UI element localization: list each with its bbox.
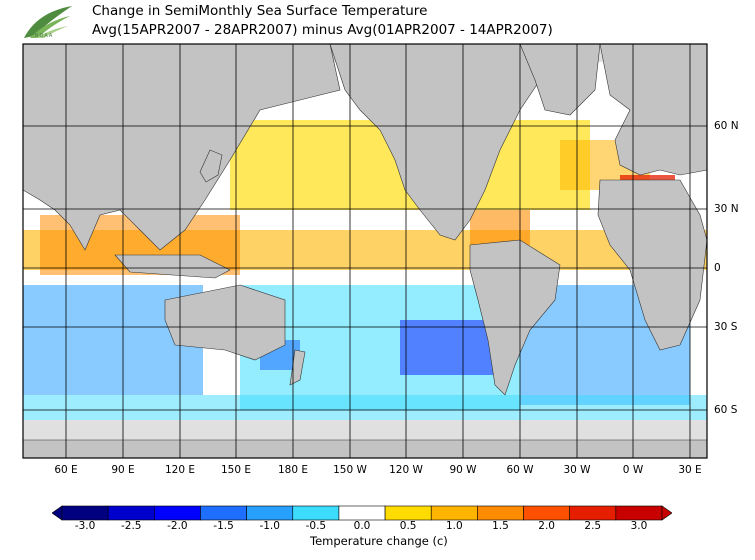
colorbar-tick-label: 3.0 — [630, 520, 648, 532]
colorbar-swatch — [430, 505, 478, 521]
patch-southern-ocean — [23, 395, 707, 420]
new-zealand-land — [289, 349, 306, 386]
colorbar-tick-label: -2.0 — [167, 520, 188, 532]
australia-land — [164, 284, 286, 361]
lon-label-60w: 60 W — [506, 464, 534, 476]
japan-land — [199, 149, 223, 183]
colorbar-swatch — [384, 505, 432, 521]
lon-label-90e: 90 E — [111, 464, 135, 476]
asia-land — [22, 43, 341, 251]
lat-label-30n: 30 N — [714, 203, 739, 215]
colorbar-swatch — [154, 505, 201, 521]
antarctica-land — [22, 439, 708, 459]
leaf-logo-icon — [24, 6, 72, 38]
colorbar-swatch — [477, 505, 524, 521]
lon-label-120e: 120 E — [164, 464, 196, 476]
colorbar-tick-label: 1.0 — [445, 520, 463, 532]
land-masses — [22, 43, 708, 459]
lat-label-60s: 60 S — [714, 404, 738, 416]
colorbar-swatch — [338, 505, 386, 521]
chart-title: Change in SemiMonthly Sea Surface Temper… — [92, 3, 428, 19]
colorbar-tick-label: -2.5 — [120, 520, 142, 532]
colorbar-tick-label: 2.0 — [538, 520, 555, 532]
colorbar-title: Temperature change (c) — [310, 534, 448, 548]
colorbar-tick-label: 2.5 — [584, 520, 602, 532]
colorbar-swatch — [615, 505, 663, 521]
south-america-land — [469, 239, 561, 396]
lon-label-90w: 90 W — [449, 464, 477, 476]
colorbar-swatch — [569, 505, 617, 521]
lat-label-60n: 60 N — [714, 120, 739, 132]
lon-label-0w: 0 W — [622, 464, 644, 476]
lon-label-150e: 150 E — [220, 464, 252, 476]
colorbar — [52, 505, 672, 521]
patch-caribbean — [470, 210, 530, 245]
lat-label-30s: 30 S — [714, 321, 738, 333]
colorbar-swatches — [61, 505, 663, 521]
lon-label-120w: 120 W — [389, 464, 423, 476]
colorbar-swatch — [61, 505, 109, 521]
lon-label-60e: 60 E — [54, 464, 78, 476]
colorbar-tick-label: 0.5 — [399, 520, 417, 532]
colorbar-high-arrow — [661, 505, 672, 521]
logo-caption: NOAA — [34, 33, 54, 39]
sst-map — [22, 43, 708, 459]
colorbar-tick-label: 0.0 — [353, 520, 371, 532]
colorbar-swatch — [523, 505, 570, 521]
north-america-land — [329, 43, 561, 241]
colorbar-tick-label: -3.0 — [74, 520, 96, 532]
colorbar-swatch — [292, 505, 340, 521]
colorbar-tick-label: -1.0 — [259, 520, 280, 532]
lon-label-30w: 30 W — [563, 464, 591, 476]
colorbar-swatch — [107, 505, 155, 521]
colorbar-tick-label: 1.5 — [492, 520, 509, 532]
colorbar-swatch — [200, 505, 247, 521]
colorbar-swatch — [246, 505, 294, 521]
lon-label-180e: 180 E — [277, 464, 309, 476]
colorbar-low-arrow — [52, 505, 63, 521]
map-frame — [22, 43, 708, 459]
lat-label-equator: 0 — [714, 262, 721, 274]
colorbar-tick-label: -0.5 — [305, 520, 327, 532]
indonesia-land — [114, 254, 231, 279]
lon-label-150w: 150 W — [333, 464, 367, 476]
chart-subtitle: Avg(15APR2007 - 28APR2007) minus Avg(01A… — [92, 22, 553, 38]
colorbar-tick-label: -1.5 — [213, 520, 234, 532]
gridlines — [23, 44, 707, 458]
lon-label-30e: 30 E — [678, 464, 702, 476]
